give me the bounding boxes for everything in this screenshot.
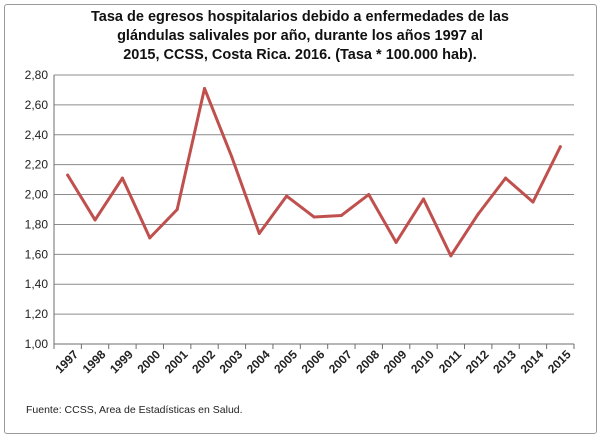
data-point (394, 240, 398, 244)
x-tick-label: 2008 (353, 347, 382, 376)
x-tick-label: 2003 (217, 347, 246, 376)
x-tick-label: 1999 (107, 347, 136, 376)
data-point (367, 193, 371, 197)
x-tick-label: 2001 (162, 347, 191, 376)
x-tick-label: 2002 (189, 347, 218, 376)
source-note: Fuente: CCSS, Area de Estadísticas en Sa… (26, 404, 243, 416)
data-point (120, 176, 124, 180)
data-point (93, 218, 97, 222)
x-tick-label: 1997 (52, 347, 81, 376)
y-tick-label: 2,60 (25, 98, 49, 112)
y-tick-label: 1,60 (25, 247, 49, 261)
chart-title: Tasa de egresos hospitalarios debido a e… (40, 8, 560, 65)
data-point (421, 197, 425, 201)
chart-title-line-2: glándulas salivales por año, durante los… (117, 28, 483, 44)
data-point (66, 173, 70, 177)
y-tick-label: 1,20 (25, 307, 49, 321)
data-point (558, 145, 562, 149)
chart-title-line-3: 2015, CCSS, Costa Rica. 2016. (Tasa * 10… (123, 47, 477, 63)
x-tick-label: 2009 (381, 347, 410, 376)
series-line (66, 86, 562, 258)
x-tick-label: 2000 (134, 347, 163, 376)
y-tick-label: 2,20 (25, 158, 49, 172)
data-point (257, 231, 261, 235)
x-tick-label: 2010 (408, 347, 437, 376)
y-tick-label: 1,40 (25, 277, 49, 291)
x-tick-label: 1998 (80, 347, 109, 376)
x-tick-label: 2012 (463, 347, 492, 376)
data-point (285, 194, 289, 198)
x-tick-label: 2007 (326, 347, 355, 376)
x-tick-label: 2011 (436, 347, 465, 376)
x-tick-label: 2014 (518, 347, 547, 376)
y-tick-label: 2,00 (25, 188, 49, 202)
data-point (148, 236, 152, 240)
y-tick-label: 2,40 (25, 128, 49, 142)
x-tick-label: 2005 (271, 347, 300, 376)
data-point (449, 254, 453, 258)
data-point (175, 208, 179, 211)
x-tick-label: 2013 (490, 347, 519, 376)
data-point (312, 215, 316, 219)
y-tick-label: 2,80 (25, 68, 49, 82)
x-tick-label: 2004 (244, 347, 273, 376)
data-point (203, 86, 207, 90)
y-tick-label: 1,80 (25, 217, 49, 231)
data-point (230, 155, 234, 159)
x-tick-label: 2006 (299, 347, 328, 376)
chart-title-line-1: Tasa de egresos hospitalarios debido a e… (91, 9, 509, 25)
y-tick-label: 1,00 (25, 337, 49, 351)
data-point (339, 213, 343, 217)
x-tick-label: 2015 (545, 347, 574, 376)
data-point (476, 212, 480, 216)
chart-frame (4, 4, 597, 434)
data-point (504, 176, 508, 180)
data-point (531, 200, 535, 204)
